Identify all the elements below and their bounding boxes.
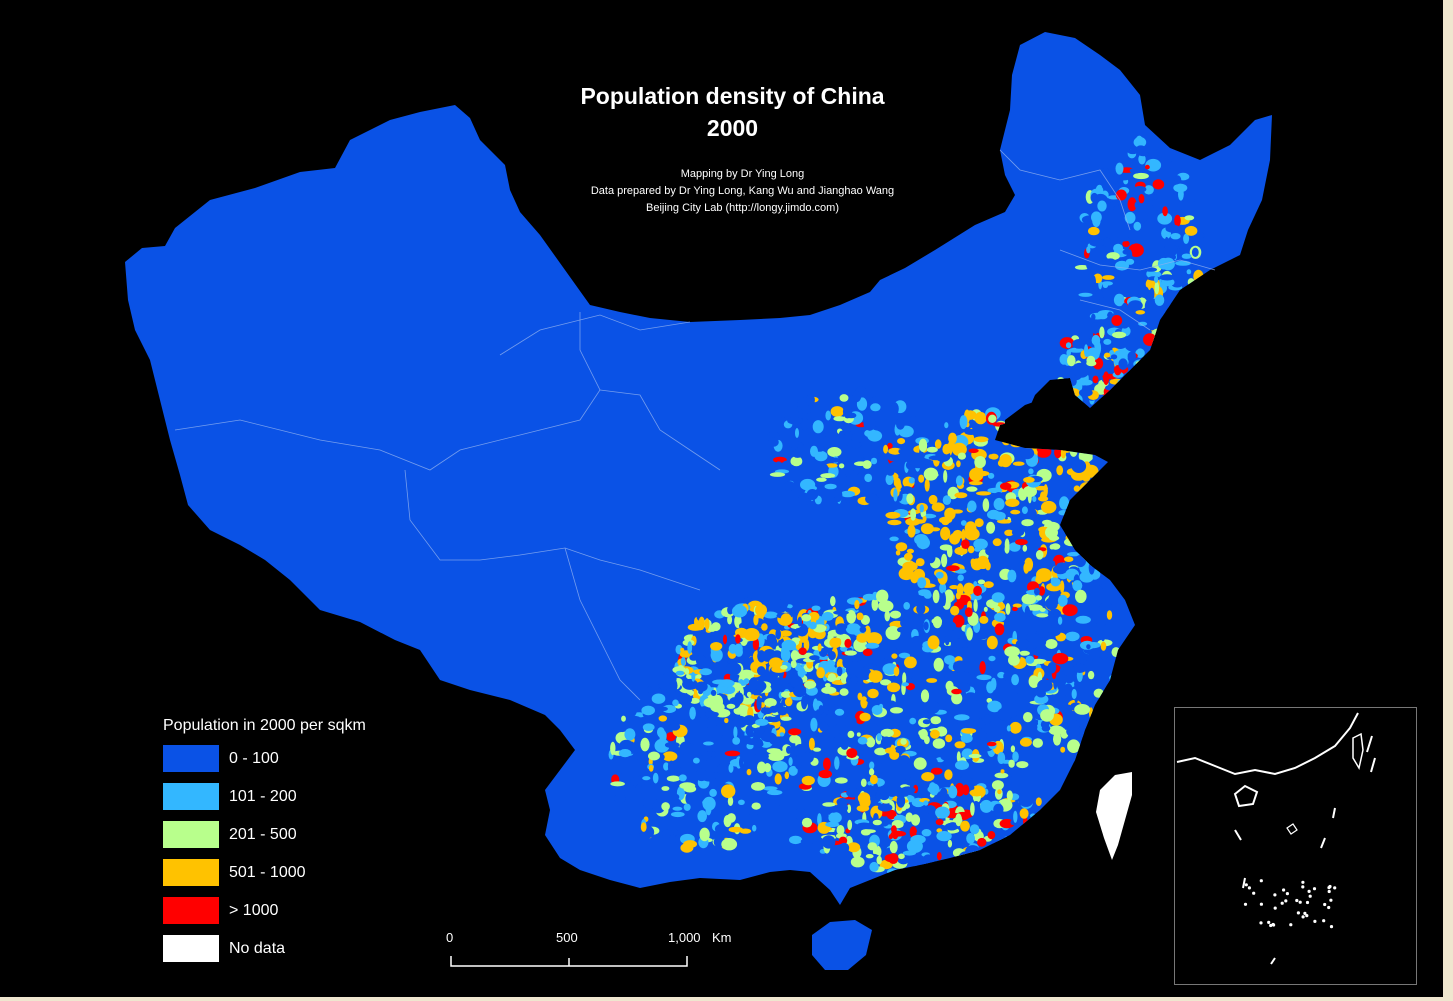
map-title: Population density of China 2000 <box>520 80 945 144</box>
inset-map <box>1176 712 1376 965</box>
scale-label-500: 500 <box>556 930 578 945</box>
province-boundaries <box>174 149 1216 701</box>
credit-data: Data prepared by Dr Ying Long, Kang Wu a… <box>590 185 895 197</box>
legend-swatch <box>163 935 219 962</box>
title-line-1: Population density of China <box>580 83 885 109</box>
legend-swatch <box>163 783 219 810</box>
legend-swatch <box>163 897 219 924</box>
hainan-island <box>812 920 872 970</box>
legend-label: 0 - 100 <box>229 750 279 767</box>
title-line-2: 2000 <box>706 115 759 141</box>
legend-title: Population in 2000 per sqkm <box>163 717 366 734</box>
scale-label-0: 0 <box>446 930 454 945</box>
scale-bar: 0 500 1,000 Km <box>440 928 740 972</box>
taiwan-island <box>1096 772 1132 860</box>
legend-item-501-1000: 501 - 1000 <box>163 859 366 897</box>
legend-label: 501 - 1000 <box>229 864 306 881</box>
map-credits: Mapping by Dr Ying Long Data prepared by… <box>520 166 965 217</box>
legend-label: No data <box>229 940 286 957</box>
legend-item-0-100: 0 - 100 <box>163 745 366 783</box>
legend-label: 201 - 500 <box>229 826 297 843</box>
scale-label-1000: 1,000 <box>668 930 701 945</box>
inset-islands <box>1243 879 1337 929</box>
credit-lab: Beijing City Lab (http://longy.jimdo.com… <box>646 202 839 214</box>
credit-mapping: Mapping by Dr Ying Long <box>680 168 805 180</box>
legend-label: 101 - 200 <box>229 788 297 805</box>
south-china-sea-inset <box>1174 707 1417 985</box>
legend-swatch <box>163 821 219 848</box>
legend-item-over-1000: > 1000 <box>163 897 366 935</box>
legend-item-201-500: 201 - 500 <box>163 821 366 859</box>
legend: Population in 2000 per sqkm 0 - 100 101 … <box>163 717 366 973</box>
legend-label: > 1000 <box>229 902 279 919</box>
legend-item-101-200: 101 - 200 <box>163 783 366 821</box>
bohai-sea <box>1005 380 1078 440</box>
density-layer <box>608 135 1205 880</box>
legend-swatch <box>163 859 219 886</box>
legend-swatch <box>163 745 219 772</box>
china-landmass <box>125 32 1272 905</box>
scale-label-unit: Km <box>712 930 732 945</box>
legend-item-no-data: No data <box>163 935 366 973</box>
scale-bar-line <box>450 956 688 967</box>
